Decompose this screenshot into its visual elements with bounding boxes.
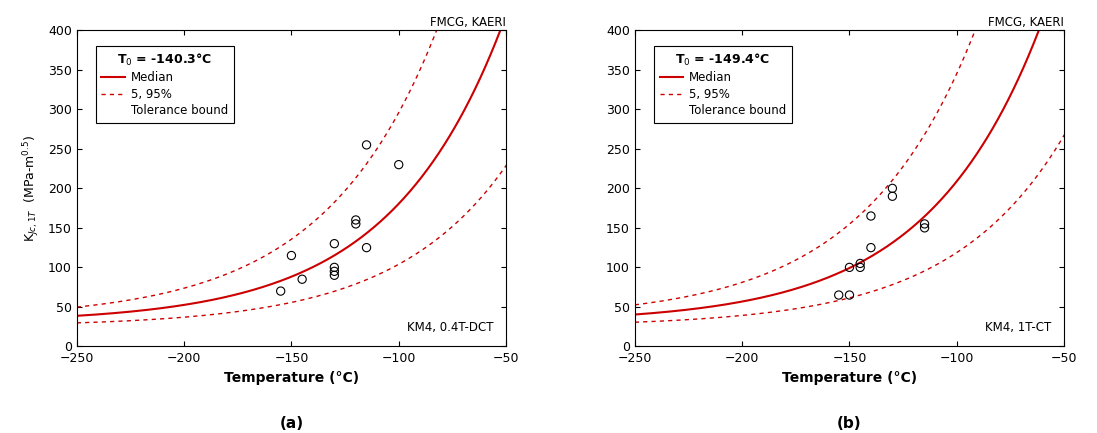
Point bbox=[840, 264, 858, 271]
Text: KM4, 0.4T-DCT: KM4, 0.4T-DCT bbox=[407, 321, 494, 334]
Point bbox=[347, 220, 364, 227]
Point bbox=[326, 272, 343, 279]
Point bbox=[358, 244, 375, 251]
Point bbox=[326, 240, 343, 247]
Legend: Median, 5, 95%, Tolerance bound: Median, 5, 95%, Tolerance bound bbox=[95, 46, 234, 123]
Point bbox=[851, 260, 869, 267]
Point bbox=[389, 161, 407, 168]
Legend: Median, 5, 95%, Tolerance bound: Median, 5, 95%, Tolerance bound bbox=[654, 46, 792, 123]
Point bbox=[862, 244, 880, 251]
Text: (b): (b) bbox=[837, 416, 862, 431]
X-axis label: Temperature (°C): Temperature (°C) bbox=[782, 371, 917, 385]
Text: KM4, 1T-CT: KM4, 1T-CT bbox=[985, 321, 1051, 334]
Point bbox=[862, 213, 880, 220]
Point bbox=[358, 142, 375, 149]
Text: (a): (a) bbox=[280, 416, 304, 431]
Point bbox=[272, 288, 290, 294]
Point bbox=[283, 252, 301, 259]
Text: FMCG, KAERI: FMCG, KAERI bbox=[988, 16, 1064, 29]
Point bbox=[916, 224, 934, 231]
Text: FMCG, KAERI: FMCG, KAERI bbox=[430, 16, 506, 29]
Point bbox=[851, 264, 869, 271]
Point bbox=[883, 185, 901, 192]
Point bbox=[840, 291, 858, 298]
Point bbox=[883, 193, 901, 200]
Point bbox=[326, 268, 343, 275]
Point bbox=[916, 220, 934, 227]
Point bbox=[347, 216, 364, 223]
Y-axis label: K$_{Jc,1T}$  (MPa-m$^{0.5}$): K$_{Jc,1T}$ (MPa-m$^{0.5}$) bbox=[22, 135, 43, 242]
X-axis label: Temperature (°C): Temperature (°C) bbox=[224, 371, 359, 385]
Point bbox=[830, 291, 848, 298]
Point bbox=[293, 276, 310, 283]
Point bbox=[326, 264, 343, 271]
